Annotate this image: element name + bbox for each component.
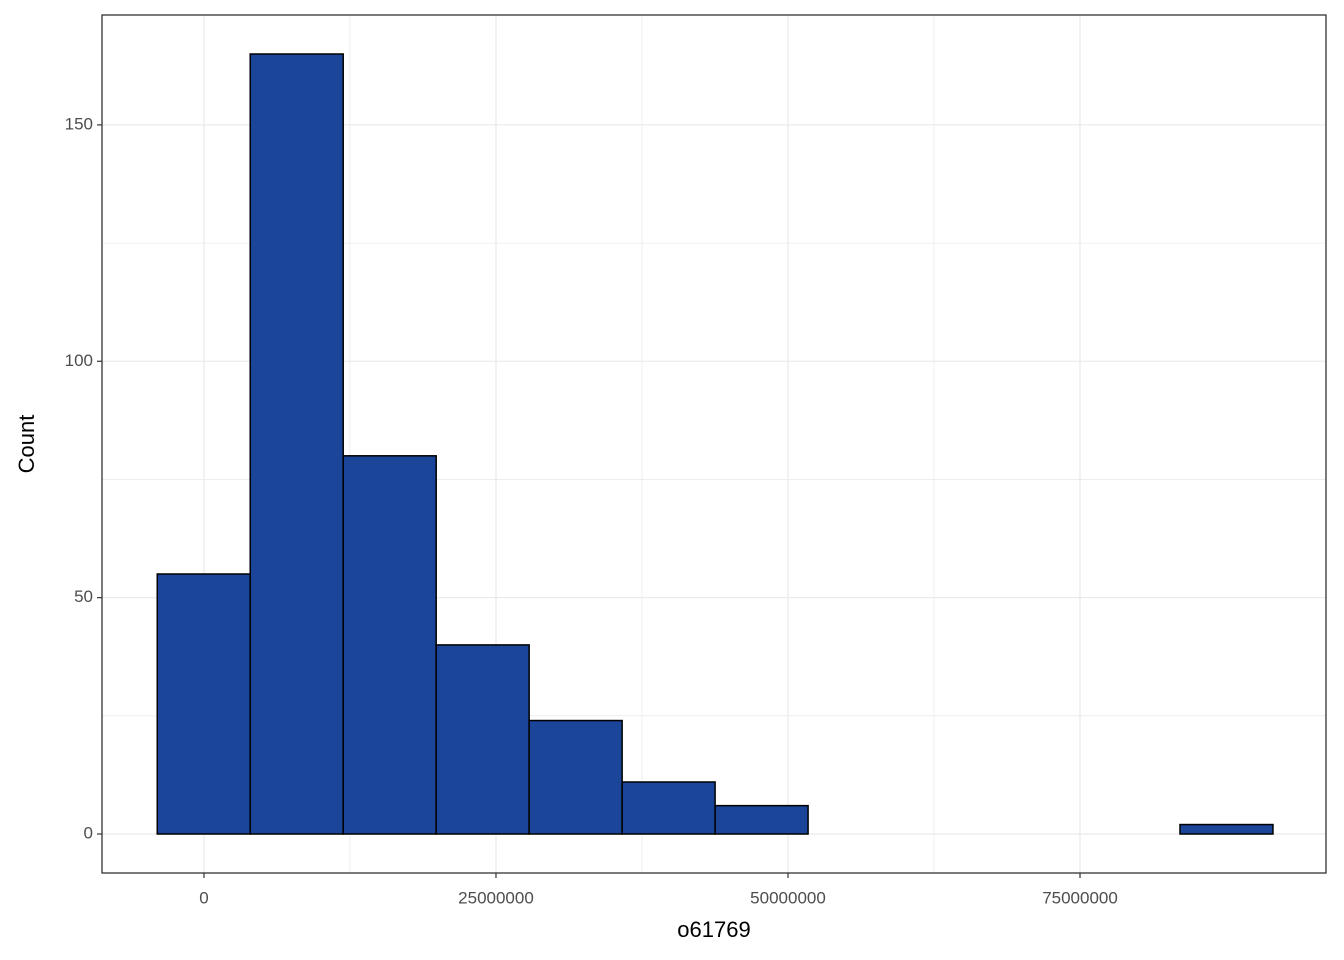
panel-border xyxy=(101,14,1327,874)
x-axis-title: o61769 xyxy=(677,917,750,942)
x-tick-label: 0 xyxy=(199,888,208,907)
y-axis-title: Count xyxy=(14,415,39,474)
bar xyxy=(156,573,251,835)
y-tick-label: 100 xyxy=(65,351,93,370)
bar xyxy=(1179,823,1274,835)
x-tick-label: 75000000 xyxy=(1042,888,1118,907)
y-tick-label: 50 xyxy=(74,587,93,606)
x-tick-label: 50000000 xyxy=(750,888,826,907)
bar xyxy=(249,53,344,835)
bar xyxy=(714,804,809,835)
bar xyxy=(528,719,623,835)
y-tick-label: 150 xyxy=(65,114,93,133)
bar xyxy=(435,644,530,835)
x-tick-label: 25000000 xyxy=(458,888,534,907)
bar xyxy=(621,781,716,835)
y-tick-label: 0 xyxy=(84,823,93,842)
bar xyxy=(342,455,437,835)
